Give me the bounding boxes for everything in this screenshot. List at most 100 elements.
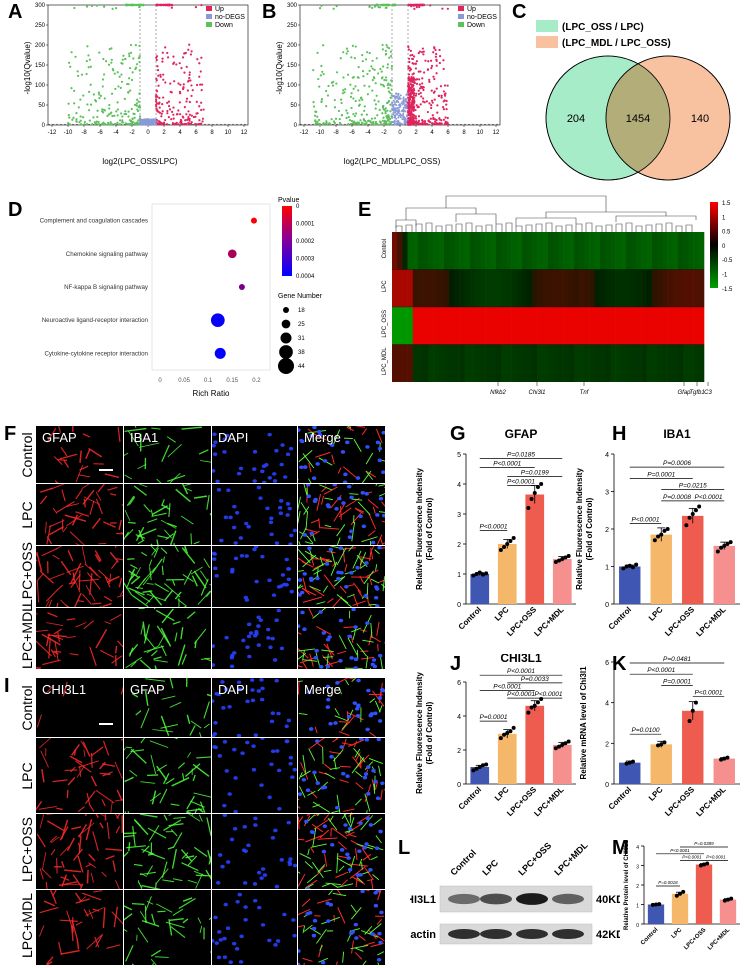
venn-overlap (606, 56, 670, 180)
kegg-dot (214, 347, 226, 359)
p-value-label: P=0.0199 (521, 470, 549, 477)
blot-band (480, 893, 512, 905)
data-point (725, 542, 730, 546)
data-point (566, 739, 571, 744)
if-row-label: LPC+OSS (19, 542, 35, 607)
kegg-xtick: 0.2 (252, 378, 261, 384)
bar-chart-gfap: 0 1 2 3 4 5 Relative Fluorescence Indensity (Fo… (415, 427, 576, 638)
data-point (652, 538, 657, 543)
data-point (484, 571, 489, 576)
venn-legend-right: (LPC_MDL / LPC_OSS) (562, 38, 671, 49)
bar (525, 705, 545, 784)
bar (525, 494, 545, 604)
heatmap-gene-label: Gfap (677, 390, 691, 396)
x-tick-label: LPC (671, 927, 684, 940)
data-point (508, 539, 513, 543)
heatmap-gene-label: C3 (704, 390, 712, 396)
kegg-pvalue-tick: 0 (296, 204, 300, 210)
x-tick-label: Control (457, 785, 483, 811)
volcano-xtick: -8 (333, 130, 339, 136)
venn-legend-right-swatch (536, 36, 558, 48)
y-tick-label: 4 (457, 714, 461, 721)
data-point (630, 759, 635, 764)
x-tick-label: LPC (647, 785, 665, 803)
volcano-ytick: 50 (290, 103, 297, 109)
volcano-ytick: 100 (35, 83, 46, 89)
data-point (502, 732, 507, 737)
lane-label: Control (448, 848, 478, 878)
volcano-ytick: 200 (287, 43, 298, 49)
data-point (505, 542, 510, 546)
data-point (725, 755, 730, 760)
x-tick-label: LPC+MDL (694, 605, 727, 638)
volcano-b-xlabel: log2(LPC_MDL/LPC_OSS) (344, 157, 441, 166)
micrograph (36, 484, 123, 545)
kegg-dot (227, 249, 237, 259)
kegg-dot (210, 313, 225, 328)
volcano-xtick: 8 (462, 130, 466, 136)
x-tick-label: Control (457, 605, 483, 631)
data-point (678, 891, 682, 896)
bar (650, 744, 672, 784)
y-axis-label: (Fold of Control) (425, 497, 434, 560)
heatmap-row-label: LPC_MDL (382, 347, 388, 375)
micrograph (36, 738, 123, 813)
heatmap-dendrogram (395, 195, 697, 232)
heatmap-row-label: Control (382, 239, 388, 258)
bar (497, 544, 517, 604)
data-point (726, 897, 730, 902)
venn-right-count: 140 (691, 113, 709, 125)
kegg-size-tick: 38 (298, 350, 305, 356)
y-axis-label: Relative mRNA level of Chi3l1 (579, 666, 588, 780)
y-tick-label: 2 (457, 748, 461, 755)
volcano-plot-b: -12 -10 -8 -6 -4 -2 0 2 4 6 8 10 12 0 50 100 150 200 250 30… (275, 3, 501, 166)
x-tick-label: Control (640, 927, 660, 947)
panel-label-a: A (8, 1, 23, 23)
p-value-label: P<0.0001 (670, 848, 690, 853)
panel-label-c: C (512, 1, 527, 23)
p-value-label: P=0.0001 (479, 714, 507, 721)
bar (619, 566, 641, 604)
data-point (477, 570, 482, 575)
data-point (681, 889, 686, 894)
micrograph (212, 608, 297, 669)
volcano-a-xlabel: log2(LPC_OSS/LPC) (102, 157, 177, 166)
data-point (728, 540, 733, 545)
y-tick-label: 4 (605, 452, 609, 459)
micrograph-channel-label: GFAP (130, 682, 165, 697)
heatmap-row-label: LPC (382, 280, 388, 292)
micrograph: DAPI (212, 678, 297, 737)
data-point (563, 741, 568, 746)
y-axis-label: (Fold of Control) (425, 701, 434, 764)
kegg-size-tick: 31 (298, 336, 305, 342)
y-tick-label: 1 (457, 572, 461, 579)
y-tick-label: 3 (636, 865, 639, 871)
data-point (526, 506, 531, 510)
micrograph (124, 814, 211, 889)
kegg-pvalue-title: Pvalue (278, 197, 300, 204)
band-label: CHI3L1 (410, 894, 436, 906)
kegg-dot (238, 284, 245, 290)
volcano-a-legend: Up no-DEGS Down (206, 6, 245, 29)
volcano-ytick: 300 (35, 3, 46, 9)
data-point (557, 744, 562, 749)
y-tick-label: 0 (457, 782, 461, 789)
data-point (627, 563, 632, 568)
data-point (684, 523, 689, 528)
p-value-label: P=0.0001 (663, 678, 691, 685)
volcano-xtick: 12 (241, 130, 248, 136)
kegg-size-dot (278, 358, 294, 374)
volcano-b-legend: Up no-DEGS Down (458, 6, 497, 29)
data-point (665, 527, 670, 531)
micrograph (124, 738, 211, 813)
data-point (471, 768, 476, 773)
x-tick-label: LPC+OSS (663, 605, 696, 638)
y-axis-label: Relative Protein level of CHI3L1 (624, 839, 630, 930)
data-point (659, 742, 664, 747)
p-value-label: P<0.0001 (631, 516, 659, 523)
data-point (659, 532, 664, 537)
volcano-a-ylabel: -log10(Qvalue) (23, 41, 32, 94)
data-point (719, 757, 724, 762)
y-tick-label: 0 (636, 923, 639, 929)
p-value-label: P<0.0001 (507, 691, 535, 698)
